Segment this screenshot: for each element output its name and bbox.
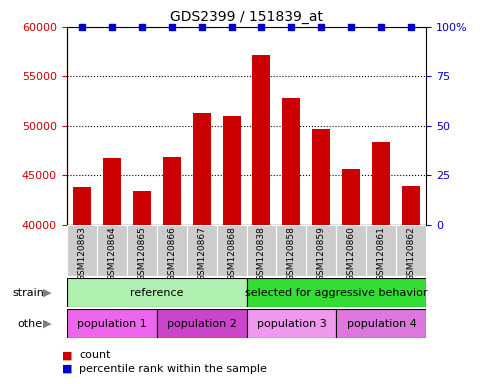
Text: ■: ■	[62, 364, 72, 374]
Text: GSM120861: GSM120861	[377, 226, 386, 281]
Text: selected for aggressive behavior: selected for aggressive behavior	[245, 288, 428, 298]
Bar	[246, 278, 426, 307]
Text: population 2: population 2	[167, 318, 237, 329]
Text: GSM120838: GSM120838	[257, 226, 266, 281]
Bar	[246, 309, 336, 338]
Bar	[343, 169, 360, 384]
Text: GSM120862: GSM120862	[407, 226, 416, 281]
Bar	[366, 225, 396, 276]
Text: GSM120860: GSM120860	[347, 226, 356, 281]
Text: GDS2399 / 151839_at: GDS2399 / 151839_at	[170, 10, 323, 23]
Bar	[313, 129, 330, 384]
Bar	[157, 309, 246, 338]
Bar	[67, 278, 246, 307]
Bar	[157, 225, 186, 276]
Text: GSM120859: GSM120859	[317, 226, 326, 281]
Bar	[282, 98, 301, 384]
Text: ■: ■	[62, 350, 72, 360]
Text: population 4: population 4	[347, 318, 417, 329]
Bar	[97, 225, 127, 276]
Bar	[186, 225, 216, 276]
Text: percentile rank within the sample: percentile rank within the sample	[79, 364, 267, 374]
Bar	[67, 309, 157, 338]
Bar	[277, 225, 307, 276]
Text: population 1: population 1	[77, 318, 146, 329]
Text: ▶: ▶	[42, 318, 51, 329]
Text: GSM120865: GSM120865	[137, 226, 146, 281]
Text: population 3: population 3	[257, 318, 326, 329]
Bar	[133, 191, 150, 384]
Text: GSM120863: GSM120863	[77, 226, 86, 281]
Bar	[252, 55, 271, 384]
Bar	[307, 225, 336, 276]
Text: GSM120866: GSM120866	[167, 226, 176, 281]
Bar	[127, 225, 157, 276]
Text: GSM120867: GSM120867	[197, 226, 206, 281]
Text: GSM120868: GSM120868	[227, 226, 236, 281]
Bar	[216, 225, 246, 276]
Bar	[373, 142, 390, 384]
Bar	[67, 225, 97, 276]
Bar	[192, 113, 211, 384]
Text: other: other	[17, 318, 47, 329]
Bar	[396, 225, 426, 276]
Text: GSM120858: GSM120858	[287, 226, 296, 281]
Bar	[72, 187, 91, 384]
Text: count: count	[79, 350, 110, 360]
Text: strain: strain	[12, 288, 44, 298]
Text: GSM120864: GSM120864	[107, 226, 116, 281]
Bar	[103, 158, 120, 384]
Bar	[222, 116, 241, 384]
Bar	[336, 309, 426, 338]
Text: reference: reference	[130, 288, 183, 298]
Text: ▶: ▶	[42, 288, 51, 298]
Bar	[336, 225, 366, 276]
Bar	[163, 157, 180, 384]
Bar	[402, 186, 421, 384]
Bar	[246, 225, 277, 276]
